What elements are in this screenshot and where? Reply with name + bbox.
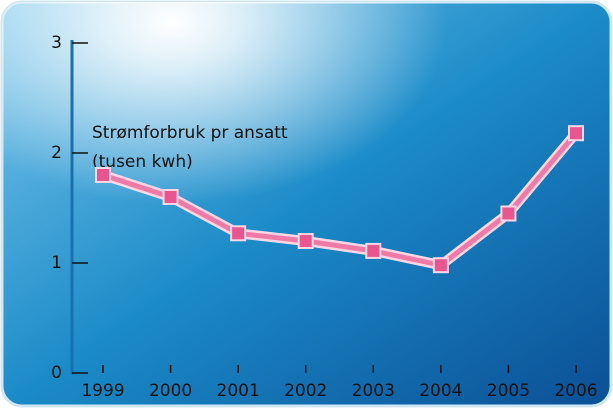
x-tick-label: 2001 xyxy=(217,381,260,401)
x-tick-label: 2004 xyxy=(419,381,462,401)
x-tick-label: 2000 xyxy=(149,381,192,401)
chart-subtitle: (tusen kwh) xyxy=(92,152,193,172)
chart-title: Strømforbruk pr ansatt xyxy=(92,123,288,143)
glow xyxy=(2,2,611,406)
x-tick-label: 2002 xyxy=(284,381,327,401)
x-tick-label: 2003 xyxy=(352,381,395,401)
line xyxy=(102,131,578,268)
marker xyxy=(297,233,314,249)
marker xyxy=(365,242,382,259)
x-tick-label: 2005 xyxy=(487,381,530,401)
marker xyxy=(162,189,179,205)
marker xyxy=(230,225,247,242)
y-tick-label: 2 xyxy=(51,143,62,163)
x-tick-label: 2006 xyxy=(554,381,597,401)
marker xyxy=(95,167,111,183)
y-tick-label: 0 xyxy=(51,363,62,383)
x-tick-label: 1999 xyxy=(81,381,124,401)
y-tick-label: 3 xyxy=(51,33,62,53)
marker xyxy=(568,125,584,142)
marker xyxy=(432,257,449,274)
marker xyxy=(500,205,517,222)
y-tick-label: 1 xyxy=(51,253,62,273)
